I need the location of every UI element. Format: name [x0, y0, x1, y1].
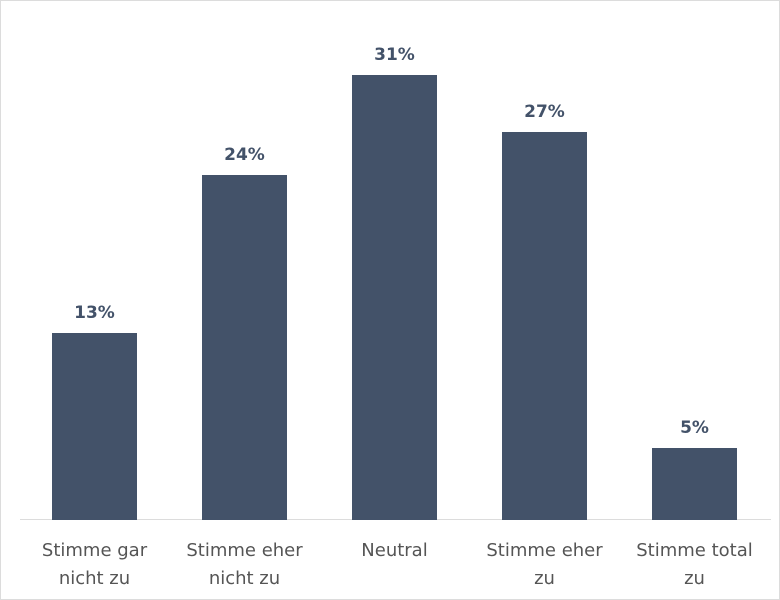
category-label: Stimme gar nicht zu [41, 540, 148, 589]
bar-neutral [352, 75, 437, 520]
value-label: 27% [524, 102, 565, 123]
value-label: 13% [74, 303, 115, 324]
category-label: Neutral [361, 540, 428, 561]
bar-stimme-total-zu [652, 448, 737, 520]
category-label: Stimme total zu [636, 540, 753, 589]
bar-stimme-gar-nicht-zu [52, 333, 137, 520]
value-label: 24% [224, 145, 265, 166]
value-label: 5% [680, 418, 709, 439]
bar-stimme-eher-nicht-zu [202, 175, 287, 520]
value-label: 31% [374, 45, 415, 65]
category-label: Stimme eher nicht zu [186, 540, 303, 589]
category-label: Stimme eher zu [486, 540, 603, 589]
bar-stimme-eher-zu [502, 132, 587, 520]
